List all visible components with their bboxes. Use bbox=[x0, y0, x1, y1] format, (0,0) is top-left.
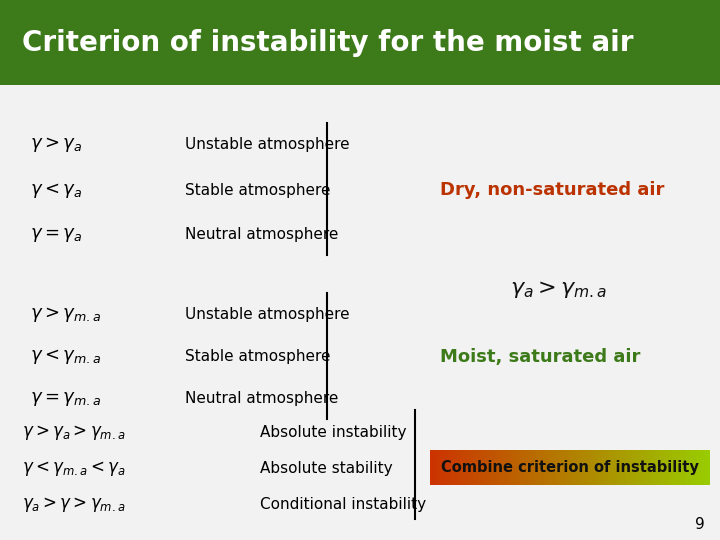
Text: Combine criterion of instability: Combine criterion of instability bbox=[441, 460, 699, 475]
Text: $\gamma_a > \gamma > \gamma_{m.a}$: $\gamma_a > \gamma > \gamma_{m.a}$ bbox=[22, 495, 125, 514]
Text: $\gamma < \gamma_{m.a}$: $\gamma < \gamma_{m.a}$ bbox=[30, 348, 101, 367]
Text: $\gamma > \gamma_a > \gamma_{m.a}$: $\gamma > \gamma_a > \gamma_{m.a}$ bbox=[22, 422, 125, 442]
Text: Neutral atmosphere: Neutral atmosphere bbox=[185, 392, 338, 407]
Text: Absolute stability: Absolute stability bbox=[260, 461, 392, 476]
Text: Neutral atmosphere: Neutral atmosphere bbox=[185, 227, 338, 242]
Text: Absolute instability: Absolute instability bbox=[260, 424, 407, 440]
Text: Stable atmosphere: Stable atmosphere bbox=[185, 349, 330, 364]
Text: Unstable atmosphere: Unstable atmosphere bbox=[185, 138, 350, 152]
Text: Moist, saturated air: Moist, saturated air bbox=[440, 348, 640, 366]
Text: 9: 9 bbox=[696, 517, 705, 532]
Text: Dry, non-saturated air: Dry, non-saturated air bbox=[440, 181, 665, 199]
Text: Criterion of instability for the moist air: Criterion of instability for the moist a… bbox=[22, 29, 634, 57]
Text: Conditional instability: Conditional instability bbox=[260, 496, 426, 511]
Text: $\gamma > \gamma_{m.a}$: $\gamma > \gamma_{m.a}$ bbox=[30, 306, 101, 325]
Text: $\gamma > \gamma_a$: $\gamma > \gamma_a$ bbox=[30, 136, 82, 154]
Text: Unstable atmosphere: Unstable atmosphere bbox=[185, 307, 350, 322]
Text: Stable atmosphere: Stable atmosphere bbox=[185, 183, 330, 198]
Text: $\gamma < \gamma_a$: $\gamma < \gamma_a$ bbox=[30, 180, 82, 199]
Text: $\gamma = \gamma_{m.a}$: $\gamma = \gamma_{m.a}$ bbox=[30, 390, 101, 408]
Text: $\gamma = \gamma_a$: $\gamma = \gamma_a$ bbox=[30, 226, 82, 244]
Text: $\gamma < \gamma_{m.a} < \gamma_a$: $\gamma < \gamma_{m.a} < \gamma_a$ bbox=[22, 458, 125, 477]
Text: $\gamma_a > \gamma_{m.a}$: $\gamma_a > \gamma_{m.a}$ bbox=[510, 280, 608, 300]
Bar bbox=[0, 0, 720, 85]
